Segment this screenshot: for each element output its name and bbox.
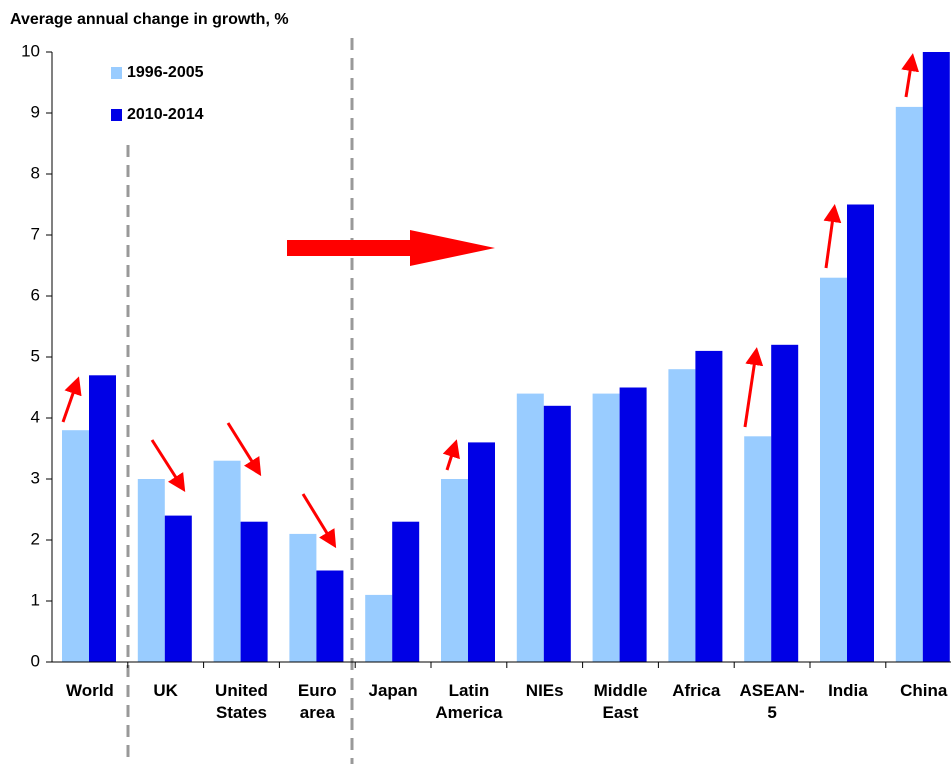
legend-swatch bbox=[111, 109, 122, 121]
bar bbox=[744, 436, 772, 662]
y-tick-label: 4 bbox=[31, 407, 40, 426]
bar bbox=[771, 344, 799, 662]
bar bbox=[164, 515, 192, 662]
legend-swatch bbox=[111, 67, 122, 79]
y-tick-label: 10 bbox=[21, 41, 40, 60]
x-tick-label: Middle East bbox=[593, 681, 648, 722]
x-tick-label: Japan bbox=[368, 681, 418, 700]
bar bbox=[213, 460, 241, 662]
y-tick-label: 8 bbox=[31, 163, 40, 182]
bar bbox=[592, 393, 620, 662]
bar bbox=[316, 570, 344, 662]
y-tick-label: 1 bbox=[31, 590, 40, 609]
bar bbox=[468, 442, 495, 662]
bar bbox=[137, 479, 165, 662]
bar bbox=[392, 521, 420, 662]
x-tick-label: UK bbox=[153, 681, 178, 700]
bar bbox=[89, 375, 116, 662]
y-tick-label: 5 bbox=[31, 346, 40, 365]
y-tick-label: 0 bbox=[31, 651, 40, 670]
bar bbox=[619, 387, 647, 662]
bar bbox=[668, 369, 696, 662]
x-tick-label: United States bbox=[215, 681, 268, 722]
x-tick-label: Africa bbox=[672, 681, 721, 700]
y-tick-label: 6 bbox=[31, 285, 40, 304]
bar bbox=[543, 405, 571, 662]
big-arrow bbox=[287, 230, 495, 266]
bar bbox=[847, 204, 874, 662]
y-tick-label: 3 bbox=[31, 468, 40, 487]
bar bbox=[922, 52, 950, 662]
y-tick-label: 9 bbox=[31, 102, 40, 121]
bar bbox=[695, 350, 723, 662]
y-tick-label: 7 bbox=[31, 224, 40, 243]
x-tick-label: Latin America bbox=[435, 681, 503, 722]
x-tick-label: ASEAN-5 bbox=[739, 681, 805, 722]
bar bbox=[516, 393, 544, 662]
x-tick-label: NIEs bbox=[525, 681, 564, 700]
y-tick-label: 2 bbox=[31, 529, 40, 548]
bar bbox=[895, 106, 923, 662]
bar bbox=[365, 594, 393, 662]
legend-label: 1996-2005 bbox=[127, 64, 204, 81]
legend-label: 2010-2014 bbox=[127, 106, 204, 123]
x-tick-label: Euro area bbox=[297, 681, 337, 722]
x-tick-label: India bbox=[828, 681, 868, 700]
x-tick-label: World bbox=[65, 681, 114, 700]
bar bbox=[289, 533, 317, 662]
chart-title: Average annual change in growth, % bbox=[10, 11, 289, 28]
trend-arrows bbox=[61, 53, 920, 549]
x-tick-label: China bbox=[900, 681, 948, 700]
bar bbox=[441, 479, 468, 662]
bar bbox=[62, 430, 89, 662]
bar bbox=[240, 521, 268, 662]
bar bbox=[820, 277, 847, 662]
